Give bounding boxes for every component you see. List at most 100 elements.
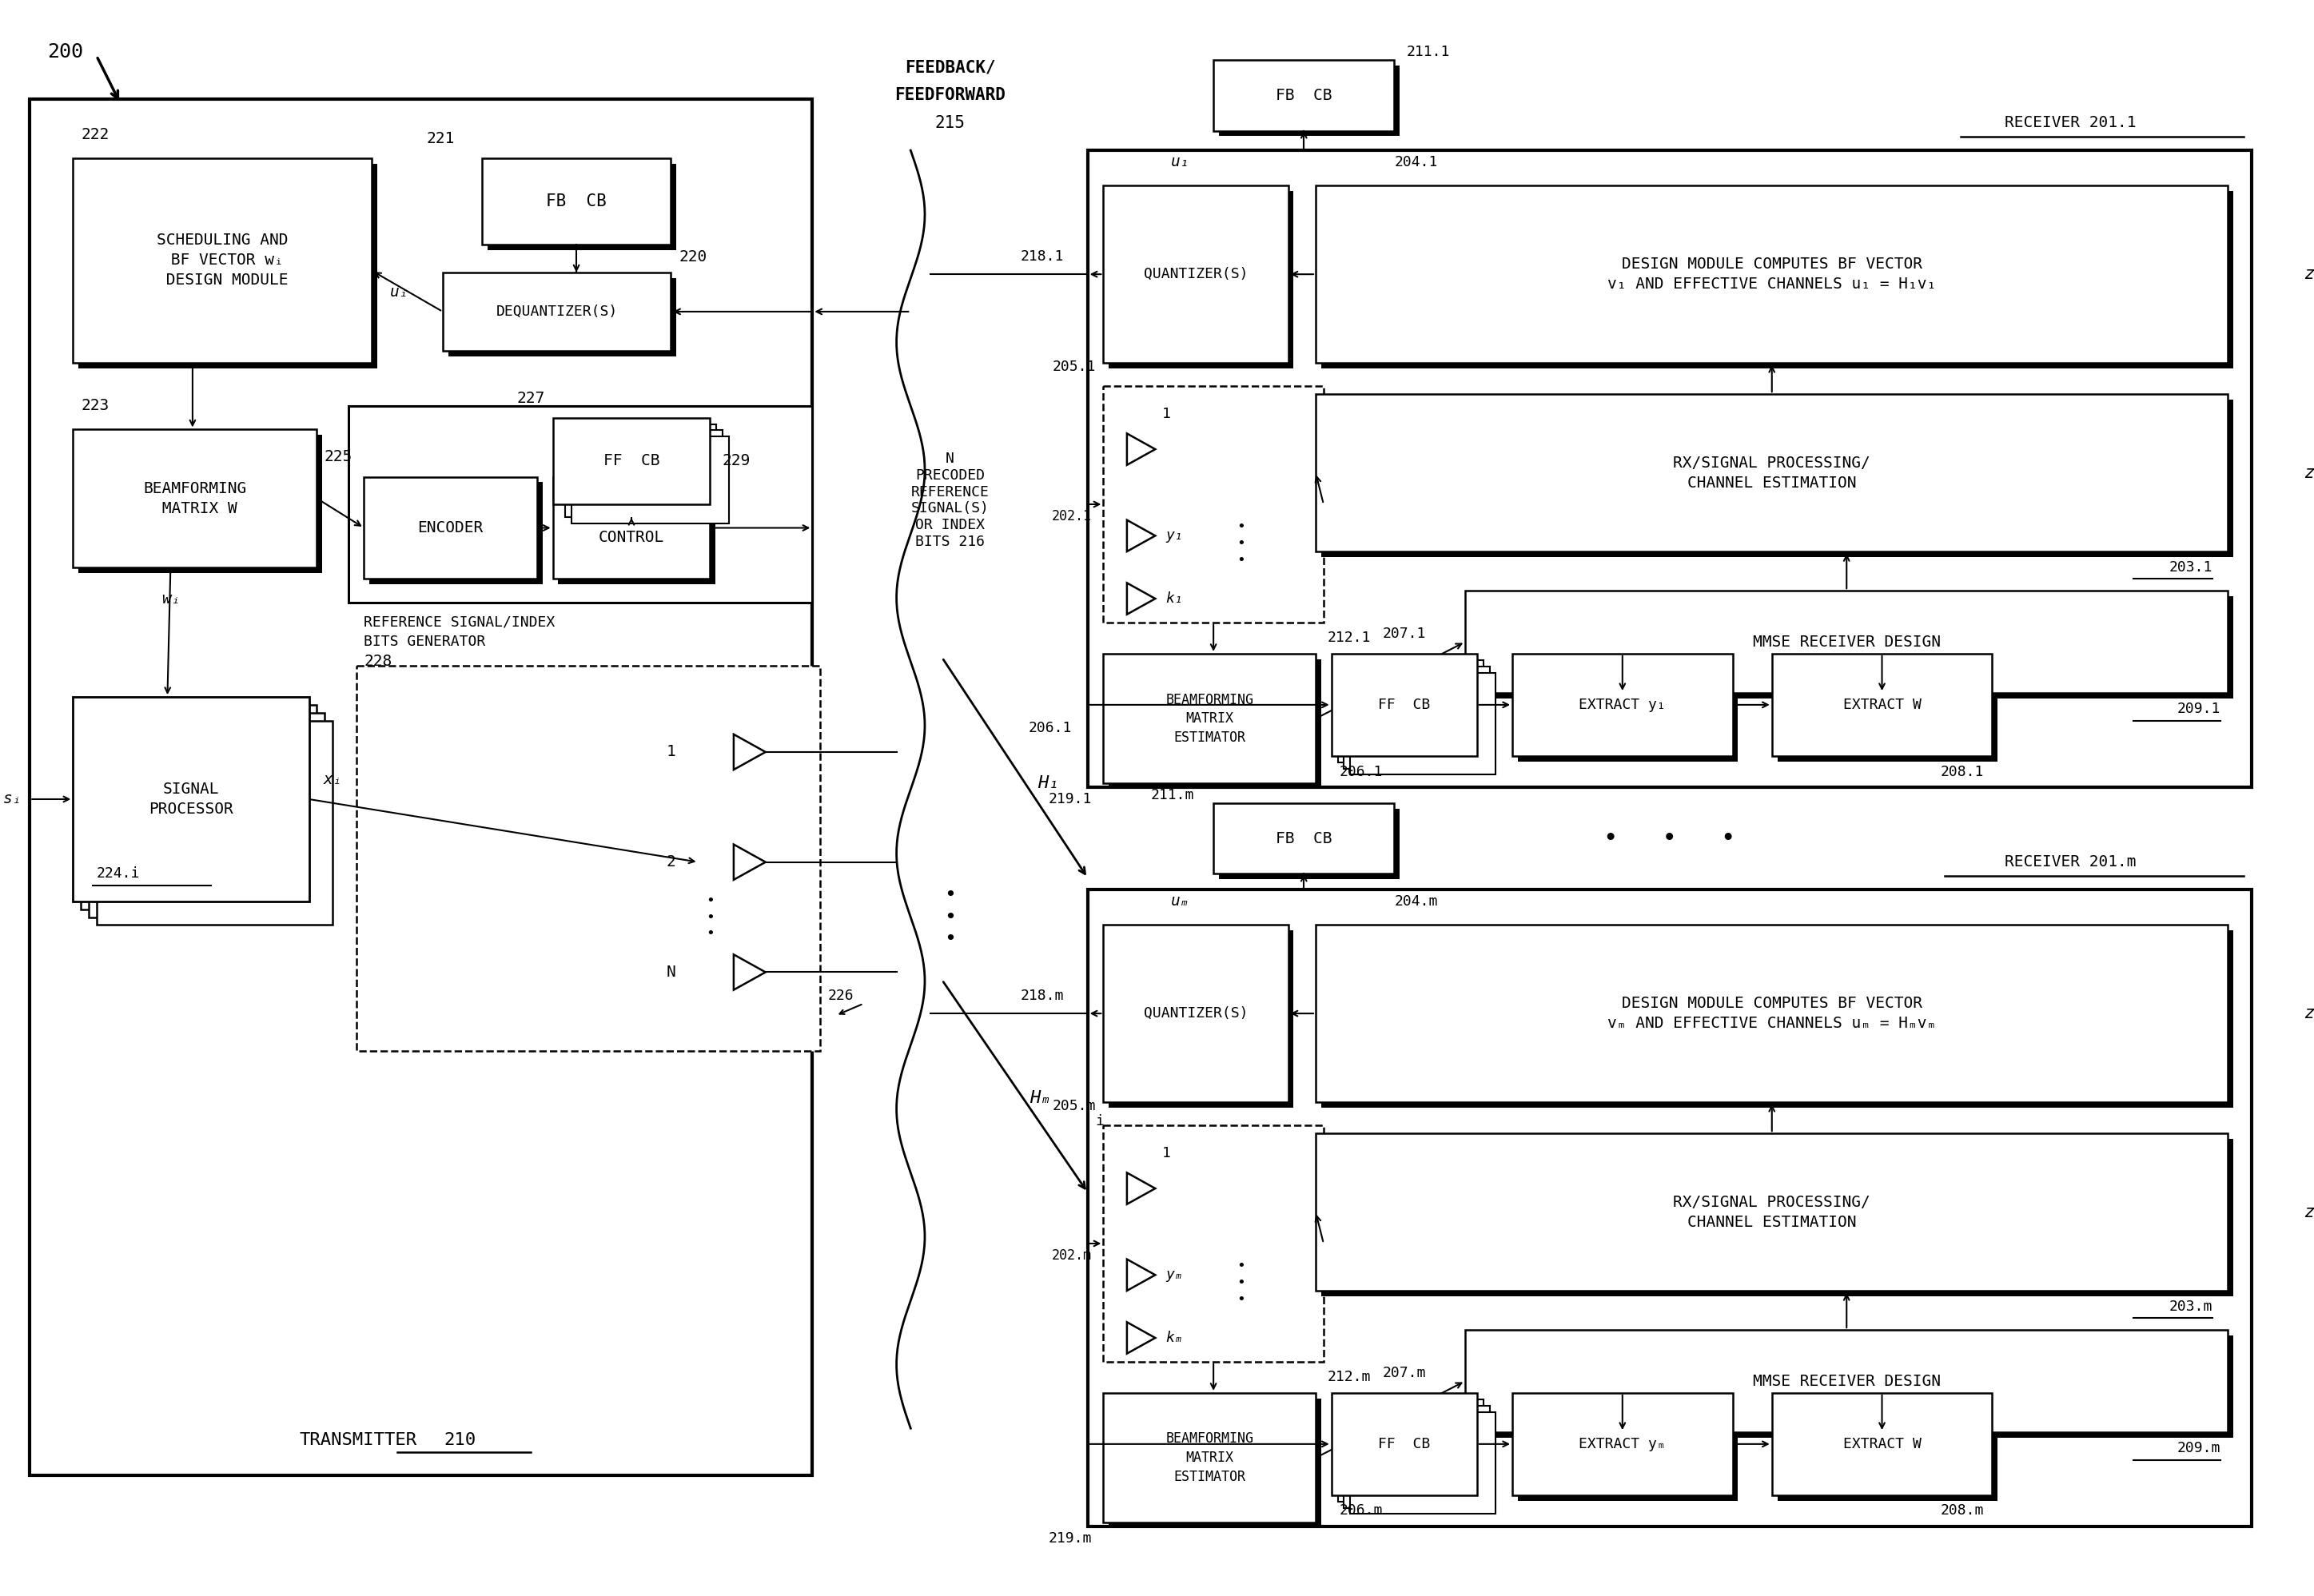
Text: 229: 229 xyxy=(722,453,750,469)
Text: 1: 1 xyxy=(1162,1146,1171,1160)
Bar xyxy=(1104,185,1289,362)
Text: FF  CB: FF CB xyxy=(604,453,659,469)
Text: 220: 220 xyxy=(678,249,706,265)
Text: 206.1: 206.1 xyxy=(1027,721,1071,736)
Bar xyxy=(30,99,812,1475)
Bar xyxy=(1518,659,1738,761)
Text: 225: 225 xyxy=(324,450,352,464)
Bar xyxy=(97,720,333,926)
Text: RECEIVER 201.1: RECEIVER 201.1 xyxy=(2004,115,2136,131)
Text: xᵢ: xᵢ xyxy=(324,772,342,787)
Bar xyxy=(481,158,671,244)
Bar xyxy=(449,278,676,356)
Text: BEAMFORMING
MATRIX
ESTIMATOR: BEAMFORMING MATRIX ESTIMATOR xyxy=(1166,693,1254,745)
Bar xyxy=(370,482,541,584)
Bar xyxy=(1777,1398,1997,1500)
Text: Hₘ: Hₘ xyxy=(1030,1090,1051,1106)
Bar xyxy=(1513,1393,1733,1495)
Bar xyxy=(1104,654,1317,784)
Text: u₁: u₁ xyxy=(1171,155,1189,169)
Text: 218.1: 218.1 xyxy=(1020,249,1064,263)
Text: yₘ: yₘ xyxy=(1166,1267,1182,1282)
Text: FEEDBACK/: FEEDBACK/ xyxy=(905,59,995,77)
Text: EXTRACT W: EXTRACT W xyxy=(1842,1436,1921,1451)
Text: 2: 2 xyxy=(666,854,676,870)
Bar xyxy=(1317,926,2228,1101)
Text: 223: 223 xyxy=(81,399,109,413)
Text: SIGNAL
PROCESSOR: SIGNAL PROCESSOR xyxy=(148,782,234,817)
Text: 210: 210 xyxy=(444,1432,477,1448)
Bar xyxy=(1351,672,1495,774)
Bar xyxy=(1104,1125,1324,1361)
Text: RX/SIGNAL PROCESSING/
CHANNEL ESTIMATION: RX/SIGNAL PROCESSING/ CHANNEL ESTIMATION xyxy=(1673,455,1870,490)
Bar xyxy=(1773,1393,1992,1495)
Bar xyxy=(74,429,317,567)
Text: 204.m: 204.m xyxy=(1395,894,1437,908)
Text: 212.m: 212.m xyxy=(1328,1369,1370,1384)
Text: 219.m: 219.m xyxy=(1048,1531,1092,1545)
Text: 221: 221 xyxy=(426,131,454,147)
Text: ENCODER: ENCODER xyxy=(417,520,484,536)
Text: RX/SIGNAL PROCESSING/
CHANNEL ESTIMATION: RX/SIGNAL PROCESSING/ CHANNEL ESTIMATION xyxy=(1673,1194,1870,1229)
Text: 200: 200 xyxy=(46,43,83,62)
Bar xyxy=(1321,930,2233,1108)
Text: SCHEDULING AND
 BF VECTOR wᵢ
 DESIGN MODULE: SCHEDULING AND BF VECTOR wᵢ DESIGN MODUL… xyxy=(157,233,289,287)
Text: k₁: k₁ xyxy=(1166,592,1182,606)
Text: 203.m: 203.m xyxy=(2168,1299,2212,1314)
Bar xyxy=(1465,591,2228,693)
Text: 205.m: 205.m xyxy=(1053,1098,1095,1112)
Text: 202.m: 202.m xyxy=(1051,1248,1092,1262)
Text: FF  CB: FF CB xyxy=(1379,697,1430,712)
Text: 211.1: 211.1 xyxy=(1407,45,1449,59)
Bar xyxy=(560,425,717,511)
Bar xyxy=(356,666,819,1050)
Bar xyxy=(1331,654,1476,757)
Bar xyxy=(1104,386,1324,622)
Text: 204.1: 204.1 xyxy=(1395,155,1437,169)
Text: MMSE RECEIVER DESIGN: MMSE RECEIVER DESIGN xyxy=(1752,1374,1941,1389)
Text: 224.i: 224.i xyxy=(97,867,141,881)
Text: FEEDFORWARD: FEEDFORWARD xyxy=(896,88,1007,104)
Bar xyxy=(1317,185,2228,362)
Bar xyxy=(81,705,317,910)
Bar xyxy=(1108,930,1294,1108)
Text: REFERENCE SIGNAL/INDEX: REFERENCE SIGNAL/INDEX xyxy=(363,614,555,629)
Text: kₘ: kₘ xyxy=(1166,1331,1182,1345)
Text: 203.1: 203.1 xyxy=(2168,560,2212,575)
Text: DEQUANTIZER(S): DEQUANTIZER(S) xyxy=(495,305,618,319)
Text: 205.1: 205.1 xyxy=(1053,359,1095,373)
Bar xyxy=(1337,661,1483,763)
Bar xyxy=(1321,399,2233,557)
Text: EXTRACT yₘ: EXTRACT yₘ xyxy=(1578,1436,1666,1451)
Bar xyxy=(1213,803,1395,875)
Bar xyxy=(1321,1140,2233,1296)
Bar xyxy=(1777,659,1997,761)
Bar xyxy=(1088,150,2252,787)
Text: H₁: H₁ xyxy=(1037,776,1060,792)
Bar xyxy=(1472,1336,2233,1438)
Text: DESIGN MODULE COMPUTES BF VECTOR
v₁ AND EFFECTIVE CHANNELS u₁ = H₁v₁: DESIGN MODULE COMPUTES BF VECTOR v₁ AND … xyxy=(1608,257,1937,292)
Text: FF  CB: FF CB xyxy=(1379,1436,1430,1451)
Text: 207.m: 207.m xyxy=(1381,1366,1425,1381)
Text: FB  CB: FB CB xyxy=(1275,88,1333,102)
Text: y₁: y₁ xyxy=(1166,528,1182,543)
Bar xyxy=(79,436,322,573)
Text: FB  CB: FB CB xyxy=(1275,832,1333,846)
Bar xyxy=(1344,666,1490,769)
Text: 227: 227 xyxy=(516,391,544,405)
Text: sᵢ: sᵢ xyxy=(2,792,21,806)
Text: 222: 222 xyxy=(81,128,109,142)
Text: zₘ: zₘ xyxy=(2305,1203,2314,1219)
Text: DESIGN MODULE COMPUTES BF VECTOR
vₘ AND EFFECTIVE CHANNELS uₘ = Hₘvₘ: DESIGN MODULE COMPUTES BF VECTOR vₘ AND … xyxy=(1608,996,1937,1031)
Text: N
PRECODED
REFERENCE
SIGNAL(S)
OR INDEX
BITS 216: N PRECODED REFERENCE SIGNAL(S) OR INDEX … xyxy=(912,452,988,549)
Text: EXTRACT y₁: EXTRACT y₁ xyxy=(1578,697,1666,712)
Bar xyxy=(1108,1398,1321,1529)
Text: •   •   •: • • • xyxy=(1604,827,1736,851)
Text: N: N xyxy=(666,964,676,980)
Bar xyxy=(1344,1406,1490,1508)
Text: i: i xyxy=(1095,1114,1104,1128)
Bar xyxy=(1219,65,1400,136)
Bar xyxy=(79,164,377,369)
Bar xyxy=(88,713,324,918)
Text: 206.1: 206.1 xyxy=(1340,764,1384,779)
